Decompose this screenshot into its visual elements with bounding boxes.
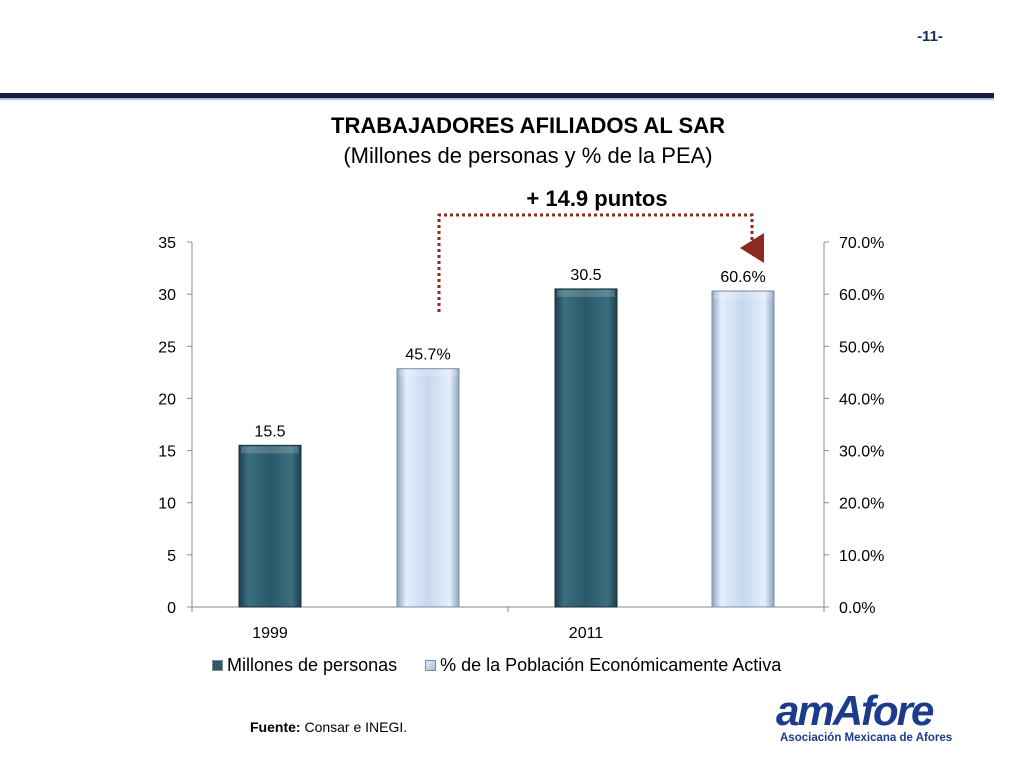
bar-bevel [557,289,615,297]
legend-swatch-light [425,660,437,671]
header-rule-shadow [0,98,994,101]
bar [238,444,302,608]
logo-wordmark: amAfore [776,687,934,734]
page-number: -11- [917,28,943,45]
bar [396,368,460,608]
left-tick-label: 20 [158,391,176,408]
data-label: 45.7% [405,347,450,364]
chart-subtitle: (Millones de personas y % de la PEA) [343,143,713,168]
chart-title: TRABAJADORES AFILIADOS AL SAR [331,113,725,138]
header-rule [0,93,994,98]
legend-label-millones: Millones de personas [227,655,398,675]
right-tick-label: 30.0% [839,444,884,461]
bar [554,288,618,608]
left-tick-label: 30 [158,287,176,304]
data-label: 30.5 [570,267,601,284]
data-label: 15.5 [254,423,285,440]
bracket-arrow [437,213,764,312]
source-text: Consar e INEGI. [300,719,408,735]
legend-item-pea: % de la Población Económicamente Activa [425,655,781,676]
bracket-label: + 14.9 puntos [526,186,667,211]
right-tick-label: 0.0% [839,600,875,617]
x-tick-label: 1999 [252,625,288,642]
amafore-logo: amAfore Asociación Mexicana de Afores [776,690,992,746]
data-label: 60.6% [720,269,765,286]
bar-bevel [399,369,457,377]
bar-millones [554,288,618,608]
right-tick-label: 70.0% [839,235,884,252]
legend-label-pea: % de la Población Económicamente Activa [440,655,782,675]
right-tick-label: 10.0% [839,548,884,565]
bar-pea [711,290,775,608]
bar [711,290,775,608]
source-note: Fuente: Consar e INEGI. [250,719,407,735]
right-tick-label: 60.0% [839,287,884,304]
left-tick-label: 10 [158,496,176,513]
left-tick-label: 15 [158,444,176,461]
right-tick-label: 50.0% [839,339,884,356]
left-tick-label: 0 [167,600,176,617]
legend-swatch-dark [212,660,223,671]
logo-tagline: Asociación Mexicana de Afores [780,732,953,744]
bar-pea [396,368,460,608]
right-tick-label: 20.0% [839,496,884,513]
source-label: Fuente: [250,719,301,735]
left-tick-label: 5 [167,548,176,565]
legend-item-millones: Millones de personas [212,655,397,676]
x-tick-label: 2011 [569,625,604,642]
left-tick-label: 35 [158,235,176,252]
bar-millones [238,444,302,608]
bar-bevel [714,292,772,300]
legend: Millones de personas % de la Población E… [212,655,809,676]
right-tick-label: 40.0% [839,391,884,408]
left-tick-label: 25 [158,339,176,356]
bar-bevel [241,446,299,454]
